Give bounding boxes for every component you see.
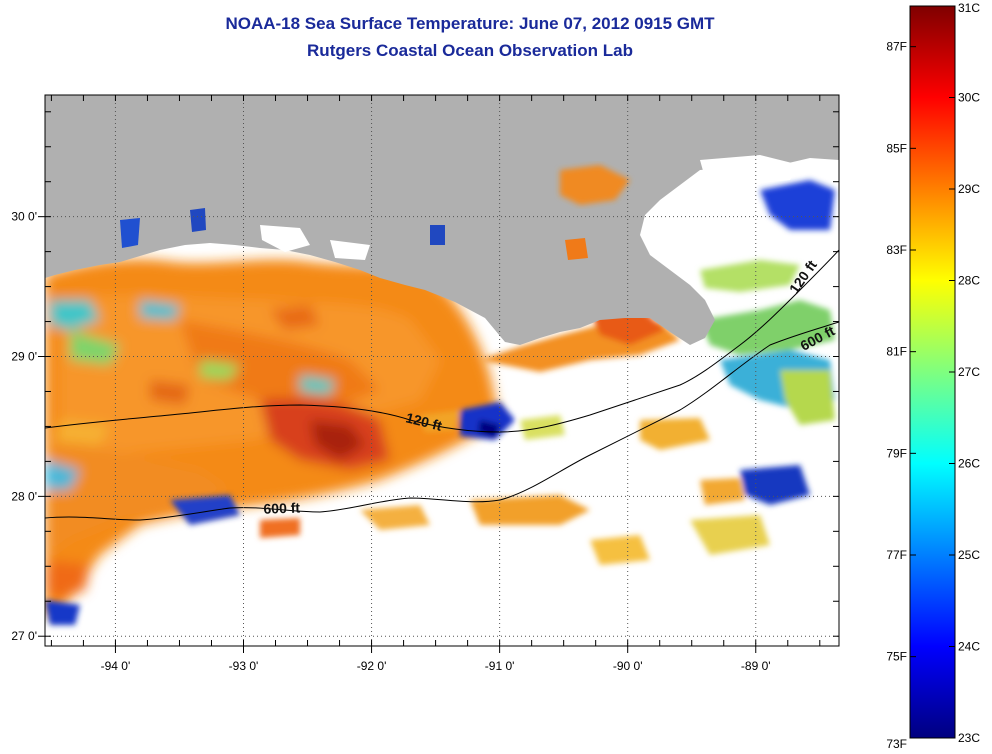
colorbar-fahrenheit-label: 87F (886, 40, 907, 54)
lat-tick-label: 30 0' (11, 210, 37, 224)
colorbar-celsius-label: 31C (958, 1, 980, 15)
lon-tick-label: -89 0' (741, 659, 771, 673)
map-minor-ticks (45, 95, 839, 646)
lon-tick-label: -91 0' (485, 659, 515, 673)
sst-field-east (45, 160, 835, 625)
contour-120ft (45, 249, 839, 433)
colorbar-celsius-label: 30C (958, 91, 980, 105)
lat-tick-label: 29 0' (11, 350, 37, 364)
colorbar-fahrenheit-label: 73F (886, 737, 907, 751)
colorbar-fahrenheit-labels: 87F 85F 83F 81F 79F 77F 75F 73F (886, 40, 916, 751)
colorbar-celsius-label: 25C (958, 548, 980, 562)
map-grid (45, 95, 839, 646)
longitude-axis: -94 0' -93 0' -92 0' -91 0' -90 0' -89 0' (101, 646, 771, 673)
colorbar-celsius-labels: 31C 30C 29C 28C 27C 26C 25C 24C 23C (949, 1, 980, 745)
colorbar-fahrenheit-label: 81F (886, 345, 907, 359)
map-frame (44, 94, 840, 647)
colorbar-celsius-label: 28C (958, 274, 980, 288)
lon-tick-label: -90 0' (613, 659, 643, 673)
map-subtitle: Rutgers Coastal Ocean Observation Lab (307, 41, 633, 60)
lon-tick-label: -94 0' (101, 659, 131, 673)
colorbar-fahrenheit-label: 75F (886, 650, 907, 664)
colorbar-celsius-label: 29C (958, 182, 980, 196)
contour-600ft (45, 321, 839, 521)
colorbar-fahrenheit-label: 85F (886, 141, 907, 155)
colorbar-fahrenheit-label: 77F (886, 548, 907, 562)
contour-label: 600 ft (263, 500, 300, 517)
lat-tick-label: 28 0' (11, 489, 37, 503)
colorbar-celsius-label: 23C (958, 731, 980, 745)
colorbar-celsius-label: 26C (958, 457, 980, 471)
map-title: NOAA-18 Sea Surface Temperature: June 07… (225, 14, 715, 33)
colorbar-fahrenheit-label: 83F (886, 243, 907, 257)
lon-tick-label: -92 0' (357, 659, 387, 673)
colorbar-fahrenheit-label: 79F (886, 446, 907, 460)
land-mass (45, 95, 839, 345)
latitude-axis: 30 0' 29 0' 28 0' 27 0' (11, 210, 45, 643)
colorbar: 31C 30C 29C 28C 27C 26C 25C 24C 23C 87F 85F 83F 81F… (886, 1, 980, 751)
colorbar-gradient (909, 5, 956, 739)
colorbar-celsius-label: 27C (958, 365, 980, 379)
lon-tick-label: -93 0' (229, 659, 259, 673)
colorbar-celsius-label: 24C (958, 640, 980, 654)
lat-tick-label: 27 0' (11, 629, 37, 643)
sst-field-west (45, 259, 500, 620)
